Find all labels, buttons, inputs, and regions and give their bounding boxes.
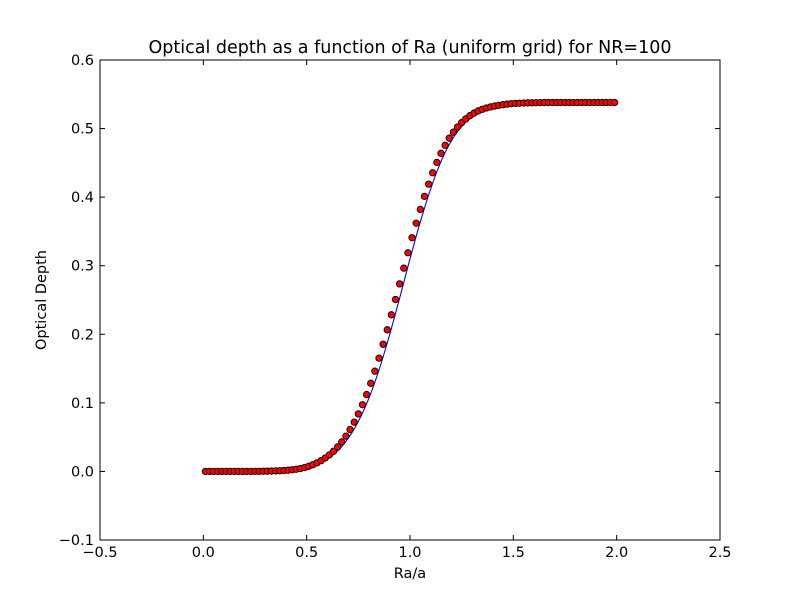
x-tick-label: 0.0 <box>192 545 215 561</box>
chart-title: Optical depth as a function of Ra (unifo… <box>149 38 672 58</box>
scatter-point <box>437 149 445 157</box>
scatter-point <box>354 410 362 418</box>
scatter-point <box>429 169 437 177</box>
scatter-point <box>445 134 453 142</box>
scatter-point <box>329 447 338 455</box>
scatter-point <box>391 295 400 304</box>
scatter-point <box>371 367 379 375</box>
axes: −0.5 0.0 0.5 1.0 1.5 2.0 2.5 −0.1 0.0 0.1 0.2 0.3 0.… <box>59 53 732 561</box>
y-tick-label: 0.2 <box>71 327 94 343</box>
scatter-point <box>342 432 350 440</box>
x-tick-label: 1.5 <box>502 545 525 561</box>
scatter-point <box>424 180 433 188</box>
y-tick-label: 0.4 <box>71 190 94 206</box>
y-tick-label: 0.6 <box>71 53 94 69</box>
scatter-point <box>350 418 358 426</box>
y-tick-label: 0.1 <box>71 396 94 412</box>
scatter-point <box>408 234 416 242</box>
scatter-point <box>412 219 420 227</box>
scatter-point <box>358 401 367 409</box>
x-tick-label: 2.5 <box>708 545 731 561</box>
scatter-point <box>416 205 424 214</box>
scatter-point <box>338 438 346 446</box>
scatter-point <box>441 141 449 149</box>
scatter-point <box>400 264 408 272</box>
x-tick-label: 2.0 <box>605 545 628 561</box>
scatter-point <box>387 311 396 319</box>
scatter-point <box>379 340 387 348</box>
scatter-point <box>362 390 371 399</box>
x-tick-label: 0.5 <box>295 545 318 561</box>
plot-background <box>100 60 720 540</box>
scatter-point <box>334 443 342 451</box>
y-axis-label: Optical Depth <box>34 250 50 350</box>
y-tick-label: 0.0 <box>71 464 94 480</box>
scatter-point <box>346 425 354 434</box>
x-tick-label: −0.5 <box>82 545 117 561</box>
scatter-point <box>420 192 429 200</box>
y-tick-label: 0.3 <box>71 259 94 275</box>
x-tick-label: 1.0 <box>398 545 421 561</box>
scatter-point <box>383 326 391 334</box>
scatter-point <box>453 123 462 131</box>
scatter-point <box>396 280 404 288</box>
scatter-point <box>433 158 441 167</box>
data-marks <box>201 98 619 476</box>
scatter-point <box>375 354 383 362</box>
x-axis-label: Ra/a <box>394 566 426 582</box>
scatter-point <box>367 379 375 387</box>
y-tick-label: 0.5 <box>71 122 94 138</box>
y-tick-label: −0.1 <box>59 533 94 549</box>
plot-area <box>100 60 720 540</box>
scatter-point <box>449 128 458 136</box>
scatter-point <box>610 98 619 107</box>
scatter-point <box>404 249 412 257</box>
